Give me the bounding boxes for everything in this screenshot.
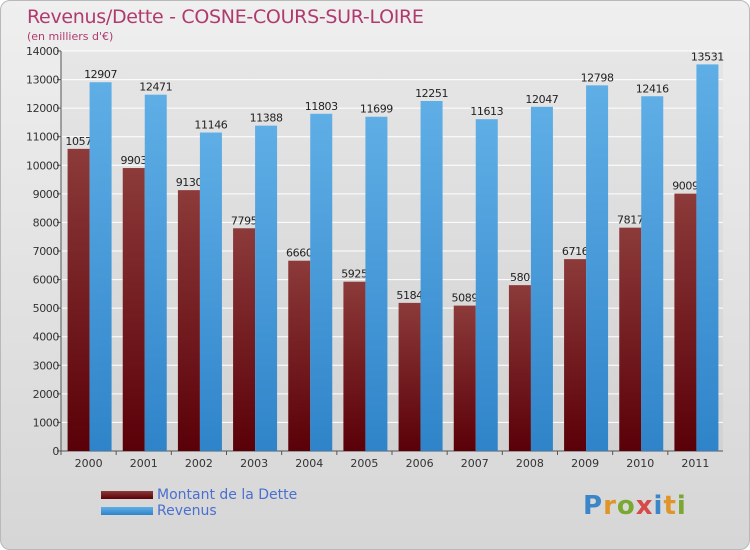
- bar-dette-label: 5089: [452, 292, 479, 305]
- bar-revenus: [255, 125, 278, 451]
- bar-dette-label: 7795: [231, 214, 258, 227]
- y-tick-label: 4000: [33, 331, 60, 344]
- bar-dette: [508, 285, 531, 451]
- x-tick-label: 2008: [516, 457, 544, 470]
- bar-revenus-label: 12047: [525, 93, 558, 106]
- legend-item-revenus: Revenus: [101, 503, 401, 519]
- y-tick-label: 1000: [33, 416, 60, 429]
- bar-dette: [233, 228, 256, 451]
- bar-revenus: [420, 100, 443, 451]
- y-tick-label: 12000: [26, 102, 59, 115]
- legend: Montant de la Dette Revenus: [101, 487, 401, 519]
- logo-letter: P: [583, 491, 604, 521]
- bar-dette-label: 580: [510, 271, 530, 284]
- bar-dette-label: 5184: [396, 289, 423, 302]
- bar-revenus-label: 12798: [581, 71, 614, 84]
- x-tick-label: 2003: [240, 457, 268, 470]
- bar-dette: [453, 305, 476, 451]
- bar-dette: [67, 148, 90, 451]
- bar-dette-label: 6716: [562, 245, 589, 258]
- x-tick-label: 2011: [681, 457, 709, 470]
- bar-revenus-label: 11146: [194, 119, 227, 132]
- legend-label-revenus: Revenus: [157, 503, 217, 519]
- legend-item-debt: Montant de la Dette: [101, 487, 401, 503]
- x-tick-label: 2009: [571, 457, 599, 470]
- bar-dette-label: 6660: [286, 247, 313, 260]
- bar-dette: [674, 193, 697, 451]
- bar-dette: [619, 227, 642, 451]
- bar-dette: [288, 260, 311, 451]
- bar-revenus-label: 12471: [139, 81, 172, 94]
- bar-dette-label: 1057: [65, 135, 92, 148]
- bar-dette: [343, 281, 366, 451]
- bar-revenus: [365, 116, 388, 451]
- y-tick-label: 7000: [33, 245, 60, 258]
- legend-swatch-revenus: [101, 507, 153, 515]
- bar-revenus: [530, 106, 553, 452]
- bar-revenus-label: 11699: [360, 103, 393, 116]
- bar-revenus: [475, 119, 498, 451]
- y-tick-label: 0: [52, 445, 59, 458]
- logo-letter: x: [635, 491, 654, 521]
- x-tick-label: 2006: [406, 457, 434, 470]
- bar-dette: [177, 190, 200, 451]
- bar-revenus-label: 12251: [415, 87, 448, 100]
- y-tick-label: 6000: [33, 274, 60, 287]
- y-tick-label: 13000: [26, 74, 59, 87]
- bar-revenus: [199, 132, 222, 452]
- y-tick-label: 11000: [26, 131, 59, 144]
- bar-dette: [398, 302, 421, 451]
- y-tick-label: 9000: [33, 188, 60, 201]
- chart-title: Revenus/Dette - COSNE-COURS-SUR-LOIRE: [27, 6, 424, 28]
- x-tick-label: 2010: [626, 457, 654, 470]
- bar-dette-label: 9903: [121, 154, 148, 167]
- bar-revenus: [641, 96, 664, 451]
- legend-swatch-debt: [101, 491, 153, 499]
- bar-revenus: [696, 64, 719, 452]
- bar-revenus: [144, 94, 167, 451]
- x-tick-label: 2005: [350, 457, 378, 470]
- x-tick-label: 2007: [461, 457, 489, 470]
- bar-dette: [564, 259, 587, 451]
- bar-revenus: [586, 85, 609, 451]
- y-tick-label: 2000: [33, 388, 60, 401]
- x-tick-label: 2004: [295, 457, 323, 470]
- bar-revenus: [310, 113, 333, 452]
- logo-letter: i: [676, 491, 687, 521]
- logo-letter: t: [663, 491, 677, 521]
- bar-revenus-label: 11613: [470, 105, 503, 118]
- bar-dette: [122, 168, 145, 452]
- y-tick-label: 3000: [33, 359, 60, 372]
- bar-revenus-label: 11803: [305, 100, 338, 113]
- bar-dette-label: 9130: [176, 176, 203, 189]
- bar-revenus-label: 12416: [636, 82, 669, 95]
- bar-revenus-label: 11388: [250, 112, 283, 125]
- bar-dette-label: 7817: [617, 214, 644, 227]
- y-tick-label: 14000: [26, 45, 59, 58]
- legend-label-debt: Montant de la Dette: [157, 487, 298, 503]
- bar-revenus-label: 12907: [84, 68, 117, 81]
- bar-revenus: [89, 82, 112, 451]
- y-tick-label: 8000: [33, 216, 60, 229]
- bar-dette-label: 5925: [341, 268, 368, 281]
- x-tick-label: 2002: [185, 457, 213, 470]
- logo-letter: i: [653, 491, 664, 521]
- x-tick-label: 2001: [130, 457, 158, 470]
- logo-letter: r: [603, 491, 617, 521]
- logo-letter: o: [616, 491, 636, 521]
- y-tick-label: 5000: [33, 302, 60, 315]
- bar-dette-label: 9009: [672, 180, 699, 193]
- bar-revenus-label: 13531: [691, 50, 724, 63]
- chart-subtitle: (en milliers d'€): [27, 30, 114, 43]
- proxiti-logo: Proxiti: [583, 491, 687, 521]
- y-tick-label: 10000: [26, 159, 59, 172]
- x-tick-label: 2000: [75, 457, 103, 470]
